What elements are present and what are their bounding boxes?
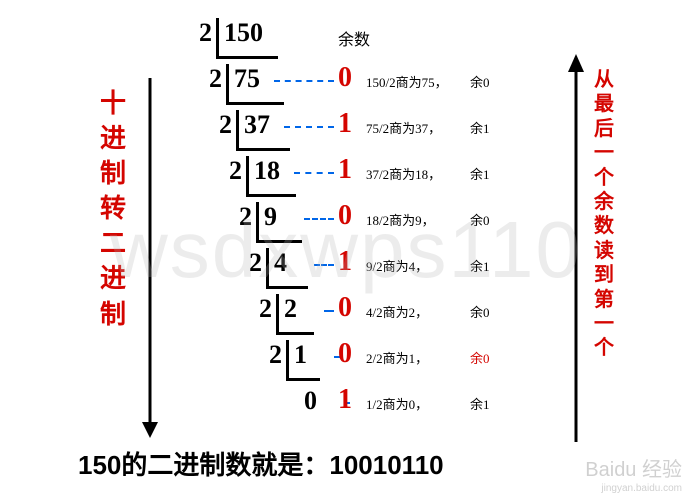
ladder-row: 241 9/2商为4，余1 xyxy=(170,244,570,290)
divisor-value: 2 xyxy=(246,294,272,324)
source-logo: Baidu 经验 xyxy=(585,453,682,482)
quotient-value: 150 xyxy=(224,18,278,48)
left-vertical-label: 十进制转二进制 xyxy=(98,86,128,332)
remainder-value: 1 xyxy=(338,384,352,416)
remainder-value: 1 xyxy=(338,154,352,186)
step-explanation: 4/2商为2，余0 xyxy=(366,302,490,321)
left-down-arrow-icon xyxy=(140,78,160,438)
ladder-row: 290 18/2商为9，余0 xyxy=(170,198,570,244)
source-url: jingyan.baidu.com xyxy=(601,483,682,494)
bracket-horizontal xyxy=(246,194,296,197)
ladder-row: 2102/2商为1，余0 xyxy=(170,336,570,382)
quotient-value: 2 xyxy=(284,294,338,324)
bracket-vertical xyxy=(216,18,219,56)
remainder-dash xyxy=(314,264,334,266)
step-explanation: 150/2商为75，余0 xyxy=(366,72,490,91)
ladder-row: 2 150 余数 xyxy=(170,14,570,60)
step-explanation: 2/2商为1，余0 xyxy=(366,348,490,367)
remainder-value: 0 xyxy=(338,200,352,232)
bracket-vertical xyxy=(256,202,259,240)
right-up-arrow-icon xyxy=(566,54,586,442)
divisor-value: 2 xyxy=(216,156,242,186)
remainder-column-header: 余数 xyxy=(338,26,370,50)
bracket-vertical xyxy=(286,340,289,378)
bracket-vertical xyxy=(276,294,279,332)
divisor-value: 2 xyxy=(196,64,222,94)
divisor-value: 2 xyxy=(256,340,282,370)
division-ladder: 2150余数2750150/2商为75，余0237175/2商为37，余1218… xyxy=(170,14,570,444)
bracket-horizontal xyxy=(256,240,302,243)
ladder-row: 2 75 0 150/2商为75，余0 xyxy=(170,60,570,106)
bracket-horizontal xyxy=(266,286,308,289)
remainder-value: 1 xyxy=(338,108,352,140)
divisor-value: 2 xyxy=(236,248,262,278)
remainder-dash xyxy=(304,218,334,220)
remainder-value: 0 xyxy=(338,292,352,324)
result-statement: 150的二进制数就是：10010110 xyxy=(78,445,444,482)
ladder-row: 2 37 1 75/2商为37，余1 xyxy=(170,106,570,152)
quotient-value: 9 xyxy=(264,202,318,232)
remainder-value: 0 xyxy=(338,338,352,370)
remainder-dash xyxy=(284,126,334,128)
remainder-dash xyxy=(324,310,334,312)
bracket-vertical xyxy=(236,110,239,148)
bracket-vertical xyxy=(266,248,269,286)
bracket-horizontal xyxy=(286,378,320,381)
remainder-value: 0 xyxy=(338,62,352,94)
step-explanation: 75/2商为37，余1 xyxy=(366,118,490,137)
step-explanation: 9/2商为4，余1 xyxy=(366,256,490,275)
ladder-row: 011/2商为0，余1 xyxy=(170,382,570,428)
remainder-value: 1 xyxy=(338,246,352,278)
ladder-row: 2 18 1 37/2商为18，余1 xyxy=(170,152,570,198)
divisor-value: 2 xyxy=(186,18,212,48)
bracket-horizontal xyxy=(276,332,314,335)
remainder-dash xyxy=(274,80,334,82)
quotient-value: 75 xyxy=(234,64,288,94)
step-explanation: 37/2商为18，余1 xyxy=(366,164,490,183)
bracket-horizontal xyxy=(226,102,284,105)
divisor-value: 2 xyxy=(206,110,232,140)
bracket-horizontal xyxy=(216,56,278,59)
quotient-value: 18 xyxy=(254,156,308,186)
remainder-dash xyxy=(294,172,334,174)
bracket-horizontal xyxy=(236,148,290,151)
right-vertical-label: 从最后一个余数读到第一个 xyxy=(592,68,616,361)
step-explanation: 1/2商为0，余1 xyxy=(366,394,490,413)
ladder-row: 2204/2商为2，余0 xyxy=(170,290,570,336)
bracket-vertical xyxy=(246,156,249,194)
step-explanation: 18/2商为9，余0 xyxy=(366,210,490,229)
quotient-value: 4 xyxy=(274,248,328,278)
divisor-value: 2 xyxy=(226,202,252,232)
bracket-vertical xyxy=(226,64,229,102)
quotient-value: 37 xyxy=(244,110,298,140)
